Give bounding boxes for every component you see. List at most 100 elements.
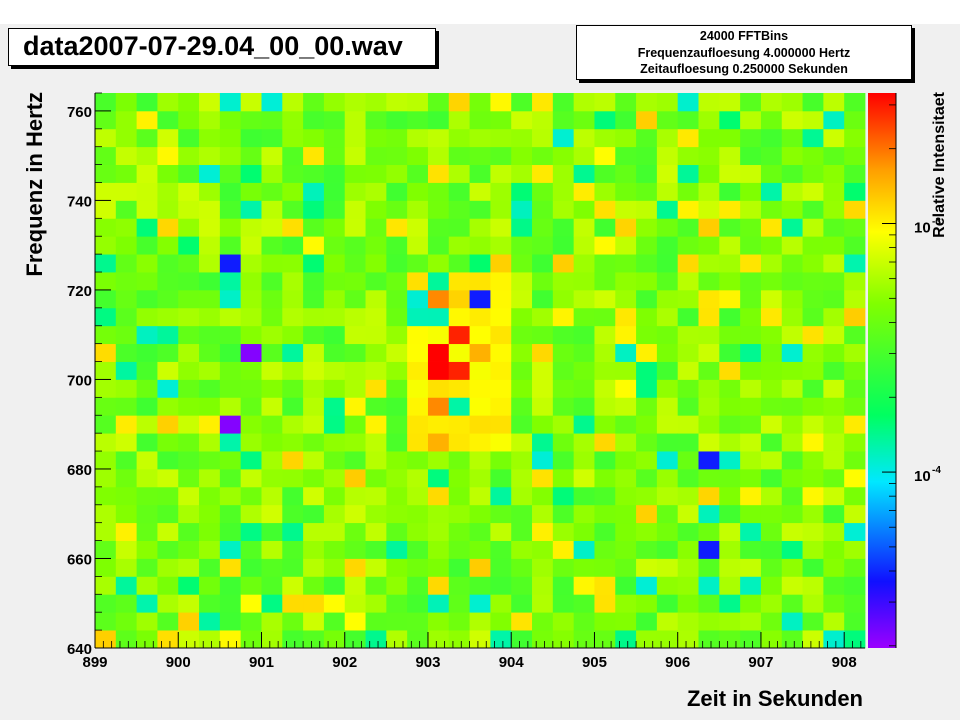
heatmap-cell bbox=[115, 540, 138, 559]
heatmap-cell bbox=[427, 254, 450, 273]
heatmap-cell bbox=[365, 343, 387, 362]
heatmap-cell bbox=[219, 558, 242, 577]
heatmap-cell bbox=[511, 415, 533, 434]
heatmap-cell bbox=[636, 612, 658, 631]
heatmap-cell bbox=[407, 504, 429, 524]
heatmap-cell bbox=[344, 146, 366, 166]
heatmap-cell bbox=[719, 200, 741, 219]
heatmap-cell bbox=[490, 164, 512, 183]
heatmap-cell bbox=[261, 433, 283, 452]
heatmap-cell bbox=[157, 146, 179, 166]
heatmap-cell bbox=[532, 236, 554, 255]
heatmap-cell bbox=[532, 343, 554, 362]
heatmap-cell bbox=[448, 379, 470, 398]
heatmap-cell bbox=[594, 272, 616, 291]
heatmap-cell bbox=[386, 110, 408, 130]
heatmap-cell bbox=[615, 254, 637, 273]
heatmap-cell bbox=[740, 379, 762, 398]
heatmap-cell bbox=[219, 630, 242, 649]
heatmap-cell bbox=[323, 218, 346, 237]
heatmap-cell bbox=[760, 576, 783, 595]
heatmap-cell bbox=[511, 93, 533, 112]
heatmap-cell bbox=[199, 93, 221, 112]
heatmap-cell bbox=[823, 272, 845, 291]
heatmap-cell bbox=[157, 343, 179, 362]
heatmap-cell bbox=[240, 307, 262, 327]
heatmap-cell bbox=[303, 630, 325, 649]
heatmap-cell bbox=[344, 558, 366, 577]
heatmap-cell bbox=[698, 128, 720, 148]
heatmap-cell bbox=[282, 110, 304, 130]
heatmap-cell bbox=[781, 218, 803, 237]
heatmap-cell bbox=[240, 146, 262, 166]
heatmap-cell bbox=[760, 468, 783, 488]
heatmap-cell bbox=[573, 93, 595, 112]
heatmap-cell bbox=[199, 128, 221, 148]
heatmap-cell bbox=[594, 307, 616, 327]
heatmap-cell bbox=[136, 415, 158, 434]
heatmap-cell bbox=[303, 433, 325, 452]
heatmap-cell bbox=[656, 182, 679, 201]
heatmap-cell bbox=[219, 540, 242, 559]
heatmap-cell bbox=[511, 110, 533, 130]
heatmap-cell bbox=[115, 630, 138, 649]
heatmap-cell bbox=[469, 254, 491, 273]
heatmap-cell bbox=[802, 325, 824, 345]
heatmap-cell bbox=[844, 504, 866, 524]
heatmap-cell bbox=[698, 522, 720, 541]
heatmap-cell bbox=[552, 254, 575, 273]
heatmap-cell bbox=[594, 254, 616, 273]
heatmap-cell bbox=[157, 415, 179, 434]
heatmap-cell bbox=[178, 182, 200, 201]
heatmap-cell bbox=[95, 146, 117, 166]
heatmap-cell bbox=[698, 272, 720, 291]
heatmap-cell bbox=[344, 218, 366, 237]
heatmap-cell bbox=[157, 182, 179, 201]
heatmap-cell bbox=[844, 468, 866, 488]
heatmap-cell bbox=[199, 146, 221, 166]
heatmap-cell bbox=[698, 540, 720, 559]
heatmap-cell bbox=[199, 110, 221, 130]
heatmap-cell bbox=[303, 594, 325, 613]
heatmap-cell bbox=[261, 576, 283, 595]
heatmap-cell bbox=[823, 486, 845, 506]
heatmap-cell bbox=[282, 182, 304, 201]
heatmap-cell bbox=[282, 307, 304, 327]
heatmap-cell bbox=[844, 415, 866, 434]
heatmap-cell bbox=[740, 397, 762, 416]
x-tick-label: 907 bbox=[748, 654, 773, 671]
heatmap-cell bbox=[219, 397, 242, 416]
heatmap-cell bbox=[781, 397, 803, 416]
heatmap-cell bbox=[261, 379, 283, 398]
heatmap-cell bbox=[303, 307, 325, 327]
heatmap-cell bbox=[469, 236, 491, 255]
color-scale-tick-label: 10 bbox=[914, 468, 931, 485]
heatmap-cell bbox=[199, 343, 221, 362]
heatmap-cell bbox=[656, 110, 679, 130]
heatmap-cell bbox=[282, 540, 304, 559]
heatmap-cell bbox=[136, 397, 158, 416]
heatmap-cell bbox=[656, 504, 679, 524]
heatmap-cell bbox=[95, 504, 117, 524]
heatmap-cell bbox=[594, 558, 616, 577]
heatmap-cell bbox=[303, 612, 325, 631]
heatmap-cell bbox=[636, 594, 658, 613]
heatmap-cell bbox=[199, 379, 221, 398]
heatmap-cell bbox=[365, 236, 387, 255]
heatmap-cell bbox=[615, 397, 637, 416]
heatmap-cell bbox=[427, 451, 450, 470]
heatmap-cell bbox=[844, 522, 866, 541]
heatmap-cell bbox=[656, 433, 679, 452]
heatmap-cell bbox=[240, 594, 262, 613]
heatmap-cell bbox=[511, 630, 533, 649]
heatmap-cell bbox=[365, 110, 387, 130]
heatmap-cell bbox=[594, 93, 616, 112]
heatmap-cell bbox=[740, 451, 762, 470]
heatmap-cell bbox=[219, 468, 242, 488]
heatmap-cell bbox=[698, 486, 720, 506]
heatmap-cell bbox=[178, 93, 200, 112]
heatmap-cell bbox=[511, 164, 533, 183]
heatmap-cell bbox=[136, 146, 158, 166]
heatmap-cell bbox=[199, 272, 221, 291]
heatmap-cell bbox=[448, 504, 470, 524]
